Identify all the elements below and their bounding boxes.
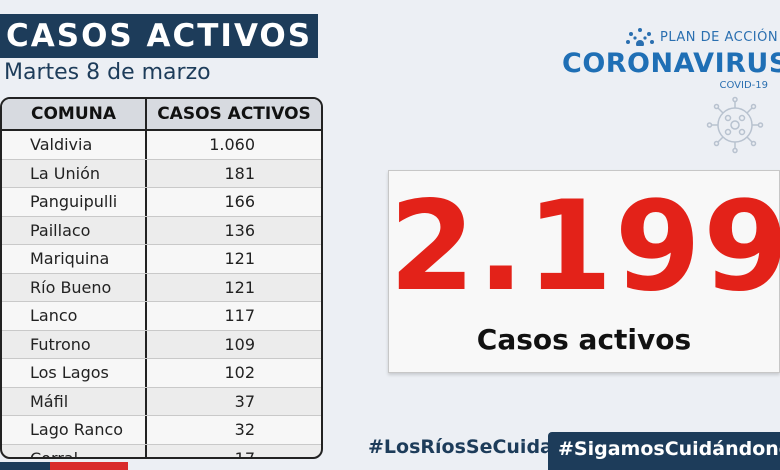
sun-arc-icon [626, 28, 654, 46]
casos-cell: 121 [224, 277, 255, 297]
casos-cell: 32 [234, 420, 255, 439]
comuna-cell: Futrono [2, 330, 147, 358]
comuna-cell: Los Lagos [2, 359, 147, 387]
flag-red-segment [50, 462, 128, 470]
casos-cell: 37 [234, 391, 255, 411]
coronavirus-wordmark: CORONAVIRUS [562, 48, 780, 79]
casos-cell: 1.060 [209, 135, 255, 154]
cases-table: COMUNA CASOS ACTIVOS Valdivia 1.060 La Uni… [0, 97, 323, 459]
table-row: Los Lagos 102 [2, 359, 321, 388]
covid-label: COVID-19 [719, 80, 768, 91]
table-row: Panguipulli 166 [2, 188, 321, 217]
table-row: Lanco 117 [2, 302, 321, 331]
table-row: Río Bueno 121 [2, 273, 321, 302]
table-row: Máfil 37 [2, 387, 321, 416]
comuna-cell: Máfil [2, 387, 147, 415]
table-row: Corral 17 [2, 444, 321, 459]
casos-cell: 117 [224, 306, 255, 325]
casos-cell: 102 [224, 363, 255, 382]
flag-strip [0, 462, 128, 470]
column-header-comuna: COMUNA [2, 99, 147, 129]
table-header: COMUNA CASOS ACTIVOS [2, 99, 321, 131]
table-row: Paillaco 136 [2, 216, 321, 245]
comuna-cell: La Unión [2, 159, 147, 187]
table-body: Valdivia 1.060 La Unión 181 Panguipulli 166 Pa… [2, 131, 321, 459]
casos-cell: 109 [224, 334, 255, 354]
column-header-casos: CASOS ACTIVOS [157, 104, 311, 124]
casos-cell: 17 [234, 448, 255, 459]
comuna-cell: Lago Ranco [2, 416, 147, 444]
comuna-cell: Corral [2, 444, 147, 457]
hashtag-sigamos: #SigamosCuidándonos [548, 432, 780, 470]
comuna-cell: Mariquina [2, 245, 147, 273]
comuna-cell: Paillaco [2, 216, 147, 244]
casos-cell: 136 [224, 220, 255, 240]
casos-cell: 121 [224, 249, 255, 268]
comuna-cell: Río Bueno [2, 273, 147, 301]
report-date: Martes 8 de marzo [4, 60, 211, 85]
table-row: La Unión 181 [2, 159, 321, 188]
hashtag-los-rios: #LosRíosSeCuida [368, 436, 553, 458]
casos-cell: 166 [224, 192, 255, 211]
page-title: CASOS ACTIVOS [0, 14, 318, 58]
casos-cell: 181 [224, 163, 255, 183]
table-row: Mariquina 121 [2, 245, 321, 274]
comuna-cell: Panguipulli [2, 188, 147, 216]
comuna-cell: Lanco [2, 302, 147, 330]
total-panel: 2.199 Casos activos [388, 170, 780, 373]
virus-icon [706, 96, 764, 154]
coronavirus-logo: PLAN DE ACCIÓN CORONAVIRUS COVID-19 [562, 26, 780, 92]
table-row: Futrono 109 [2, 330, 321, 359]
plan-de-accion-label: PLAN DE ACCIÓN [660, 30, 779, 45]
comuna-cell: Valdivia [2, 131, 147, 159]
table-row: Valdivia 1.060 [2, 131, 321, 160]
total-label: Casos activos [476, 323, 692, 356]
table-row: Lago Ranco 32 [2, 416, 321, 445]
flag-blue-segment [0, 462, 50, 470]
total-active-cases: 2.199 [389, 175, 780, 319]
